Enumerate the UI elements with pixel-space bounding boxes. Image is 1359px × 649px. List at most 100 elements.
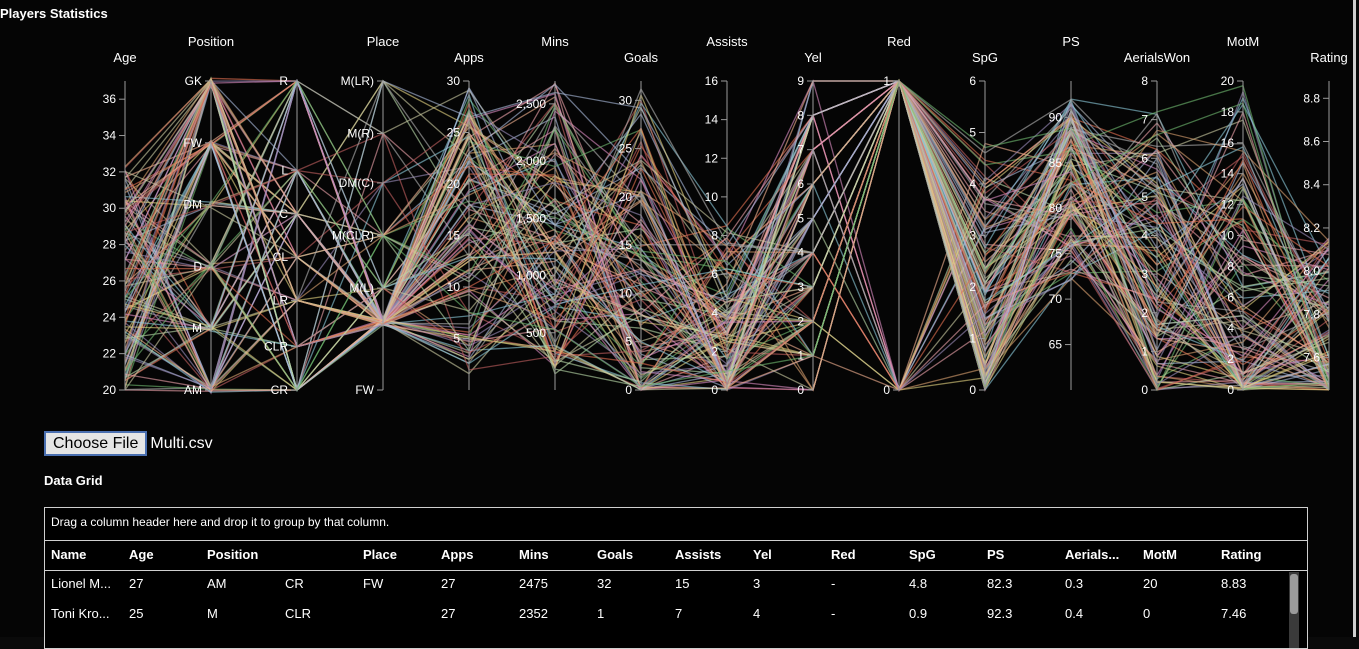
tick-label: 3 bbox=[1141, 267, 1148, 281]
tick-label: 14 bbox=[705, 113, 719, 127]
tick-label: 70 bbox=[1049, 292, 1063, 306]
axis: 7.6 7.8 8.0 8.2 8.4 8.6 8.8 bbox=[1303, 81, 1330, 390]
table-cell: 0.4 bbox=[1065, 606, 1084, 621]
tick-label: 7.6 bbox=[1303, 351, 1320, 365]
column-header[interactable]: MotM bbox=[1143, 547, 1177, 562]
tick-label: M(R) bbox=[347, 127, 374, 141]
axis: 0 1 2 3 4 5 6 7 8 9 bbox=[797, 74, 814, 397]
tick-label: 5 bbox=[453, 332, 460, 346]
column-header[interactable]: Goals bbox=[597, 547, 634, 562]
file-input-row: Choose File Multi.csv bbox=[44, 431, 213, 456]
column-header[interactable]: PS bbox=[987, 547, 1005, 562]
table-cell: 25 bbox=[129, 606, 144, 621]
tick-label: 6 bbox=[797, 177, 804, 191]
axis-title[interactable]: SpG bbox=[972, 50, 998, 65]
axis-title[interactable]: Place bbox=[367, 34, 400, 49]
tick-label: 25 bbox=[619, 142, 633, 156]
column-header[interactable]: Mins bbox=[519, 547, 549, 562]
column-header[interactable]: Age bbox=[129, 547, 154, 562]
axis: 01 bbox=[883, 74, 900, 397]
table-cell: 32 bbox=[597, 576, 612, 591]
tick-label: 18 bbox=[1221, 105, 1235, 119]
axis-title[interactable]: Assists bbox=[706, 34, 748, 49]
table-cell: 4.8 bbox=[909, 576, 928, 591]
tick-label: 16 bbox=[705, 74, 719, 88]
tick-label: M(LR) bbox=[341, 74, 374, 88]
axis-title[interactable]: MotM bbox=[1227, 34, 1260, 49]
column-header[interactable]: Aerials... bbox=[1065, 547, 1120, 562]
axis-title[interactable]: Rating bbox=[1310, 50, 1348, 65]
tick-label: CL bbox=[273, 250, 289, 264]
column-header[interactable]: Rating bbox=[1221, 547, 1262, 562]
axis: R L C CL LR CLR CR bbox=[264, 74, 298, 397]
table-cell: 3 bbox=[753, 576, 761, 591]
tick-label: 4 bbox=[711, 306, 718, 320]
tick-label: 0 bbox=[625, 383, 632, 397]
tick-label: DM bbox=[183, 198, 202, 212]
axis: 0 2 4 6 8 10 12 14 16 bbox=[705, 74, 728, 397]
grid-vertical-scrollbar[interactable] bbox=[1289, 572, 1299, 648]
axis-title[interactable]: Yel bbox=[804, 50, 822, 65]
table-cell: 7 bbox=[675, 606, 683, 621]
table-cell: 7.46 bbox=[1221, 606, 1247, 621]
axis-title[interactable]: Red bbox=[887, 34, 911, 49]
tick-label: 1 bbox=[1141, 344, 1148, 358]
table-cell: 0 bbox=[1143, 606, 1151, 621]
column-header[interactable]: Yel bbox=[753, 547, 772, 562]
tick-label: 1,000 bbox=[516, 269, 546, 283]
tick-label: 12 bbox=[705, 151, 719, 165]
tick-label: CLR bbox=[264, 340, 288, 354]
tick-label: 8.2 bbox=[1303, 221, 1320, 235]
axis-title[interactable]: Position bbox=[188, 34, 234, 49]
table-cell: 82.3 bbox=[987, 576, 1013, 591]
axis-title[interactable]: Mins bbox=[541, 34, 569, 49]
data-grid: Drag a column header here and drop it to… bbox=[44, 507, 1308, 649]
tick-label: 0 bbox=[711, 383, 718, 397]
column-header[interactable]: Red bbox=[831, 547, 856, 562]
tick-label: 8.8 bbox=[1303, 91, 1320, 105]
column-header[interactable]: Assists bbox=[675, 547, 722, 562]
axis-title[interactable]: PS bbox=[1062, 34, 1080, 49]
tick-label: 8.4 bbox=[1303, 178, 1320, 192]
tick-label: L bbox=[281, 164, 288, 178]
column-header[interactable]: SpG bbox=[909, 547, 936, 562]
tick-label: 5 bbox=[1141, 190, 1148, 204]
tick-label: 20 bbox=[103, 383, 117, 397]
tick-label: 6 bbox=[1227, 290, 1234, 304]
tick-label: FW bbox=[183, 136, 202, 150]
column-header[interactable]: Place bbox=[363, 547, 397, 562]
axis-title[interactable]: Apps bbox=[454, 50, 484, 65]
axis-title[interactable]: Age bbox=[113, 50, 136, 65]
axis-title[interactable]: AerialsWon bbox=[1124, 50, 1190, 65]
tick-label: 4 bbox=[1141, 229, 1148, 243]
tick-label: 4 bbox=[969, 177, 976, 191]
axes-layer: 202224262830323436GKFWDMDMAMRLCCLLRCLRCR… bbox=[103, 34, 1348, 397]
tick-label: 14 bbox=[1221, 167, 1235, 181]
tick-label: 5 bbox=[625, 335, 632, 349]
tick-label: 7 bbox=[1141, 113, 1148, 127]
column-header[interactable]: Position bbox=[207, 547, 259, 562]
axis-title[interactable]: Goals bbox=[624, 50, 658, 65]
tick-label: 3 bbox=[797, 280, 804, 294]
tick-label: 26 bbox=[103, 274, 117, 288]
table-row[interactable]: Lionel M... 27 AM CR FW 27 2475 32 15 3 - 4.8 82.3 0.… bbox=[45, 571, 1307, 601]
table-cell: 27 bbox=[441, 576, 456, 591]
tick-label: 2 bbox=[1141, 306, 1148, 320]
choose-file-button[interactable]: Choose File bbox=[44, 431, 148, 456]
table-cell: 2352 bbox=[519, 606, 548, 621]
tick-label: 1 bbox=[883, 74, 890, 88]
tick-label: 2 bbox=[969, 280, 976, 294]
group-by-drop-panel[interactable]: Drag a column header here and drop it to… bbox=[45, 508, 1307, 541]
selected-file-name: Multi.csv bbox=[150, 434, 213, 452]
column-header[interactable]: Name bbox=[51, 547, 87, 562]
tick-label: 28 bbox=[103, 238, 117, 252]
column-header[interactable]: Apps bbox=[441, 547, 474, 562]
table-row[interactable]: Toni Kro... 25 M CLR 27 2352 1 7 4 - 0.9 92.3 0.4 0 7.… bbox=[45, 601, 1307, 631]
tick-label: D bbox=[193, 259, 202, 273]
axis: 5 10 15 20 25 30 bbox=[447, 74, 470, 390]
tick-label: AM bbox=[184, 383, 202, 397]
tick-label: 20 bbox=[447, 177, 461, 191]
grid-scrollbar-thumb[interactable] bbox=[1290, 574, 1298, 614]
tick-label: 15 bbox=[447, 229, 461, 243]
